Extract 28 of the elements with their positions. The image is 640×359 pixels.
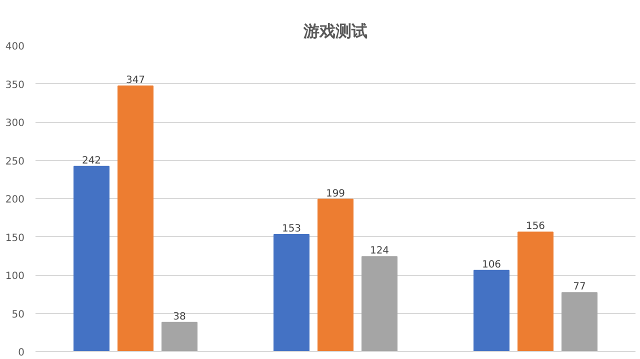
bar xyxy=(118,86,154,352)
data-label: 106 xyxy=(482,259,502,270)
y-tick-label: 50 xyxy=(12,309,25,320)
data-label: 38 xyxy=(173,311,186,322)
bar xyxy=(474,270,510,352)
bar xyxy=(162,322,198,352)
y-tick-label: 150 xyxy=(5,232,25,244)
data-label: 124 xyxy=(370,246,390,257)
data-label: 156 xyxy=(526,221,546,232)
y-tick-label: 350 xyxy=(5,80,25,91)
data-label: 347 xyxy=(126,75,146,86)
chart-title: 游戏测试 xyxy=(302,22,368,40)
bar xyxy=(274,234,310,352)
bar xyxy=(318,198,354,352)
data-label: 153 xyxy=(282,223,302,234)
bar xyxy=(74,166,110,352)
bar xyxy=(518,232,554,352)
data-label: 199 xyxy=(326,188,346,200)
y-tick-label: 250 xyxy=(5,156,25,168)
y-tick-label: 400 xyxy=(5,42,25,52)
y-tick-label: 100 xyxy=(5,271,25,282)
data-label: 77 xyxy=(573,282,586,293)
bar xyxy=(562,292,598,352)
y-tick-label: 0 xyxy=(18,348,25,358)
bar xyxy=(362,256,398,352)
y-tick-label: 300 xyxy=(5,118,25,129)
y-tick-label: 200 xyxy=(5,194,25,206)
data-label: 242 xyxy=(82,155,102,166)
